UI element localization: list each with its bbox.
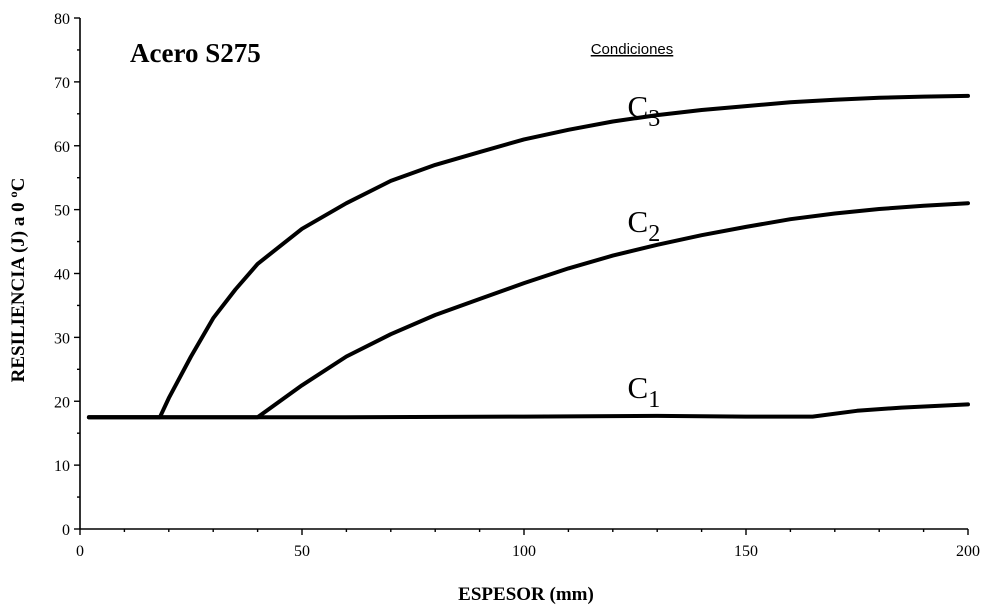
x-tick-label: 0: [76, 543, 84, 560]
x-tick-label: 50: [294, 543, 310, 560]
x-tick-label: 150: [734, 543, 758, 560]
y-tick-label: 60: [54, 139, 70, 156]
series-label-c3: C3: [628, 89, 661, 132]
y-tick-label: 30: [54, 330, 70, 347]
series-line-c2: [86, 201, 970, 420]
series-label-c2: C2: [628, 204, 661, 247]
axes: 0 10 20 30 40 50 60 70 80 0 50 100 150 200: [54, 11, 980, 560]
series-label-c1: C1: [628, 370, 661, 413]
y-tick-label: 0: [62, 522, 70, 539]
y-axis-title: RESILIENCIA (J) a 0 ºC: [8, 178, 29, 383]
y-tick-label: 40: [54, 267, 70, 284]
x-axis-title: ESPESOR (mm): [458, 584, 594, 605]
x-tick-label: 200: [956, 543, 980, 560]
series-line-c3: [86, 93, 970, 420]
series-layer: C3 C2 C1: [86, 89, 970, 420]
legend-title: Condiciones: [591, 41, 674, 58]
y-tick-label: 10: [54, 458, 70, 475]
y-tick-label: 80: [54, 11, 70, 28]
chart-title: Acero S275: [130, 38, 261, 68]
y-tick-label: 20: [54, 394, 70, 411]
y-tick-label: 50: [54, 203, 70, 220]
series-line-c1: [86, 402, 970, 420]
y-tick-label: 70: [54, 75, 70, 92]
x-tick-label: 100: [512, 543, 536, 560]
